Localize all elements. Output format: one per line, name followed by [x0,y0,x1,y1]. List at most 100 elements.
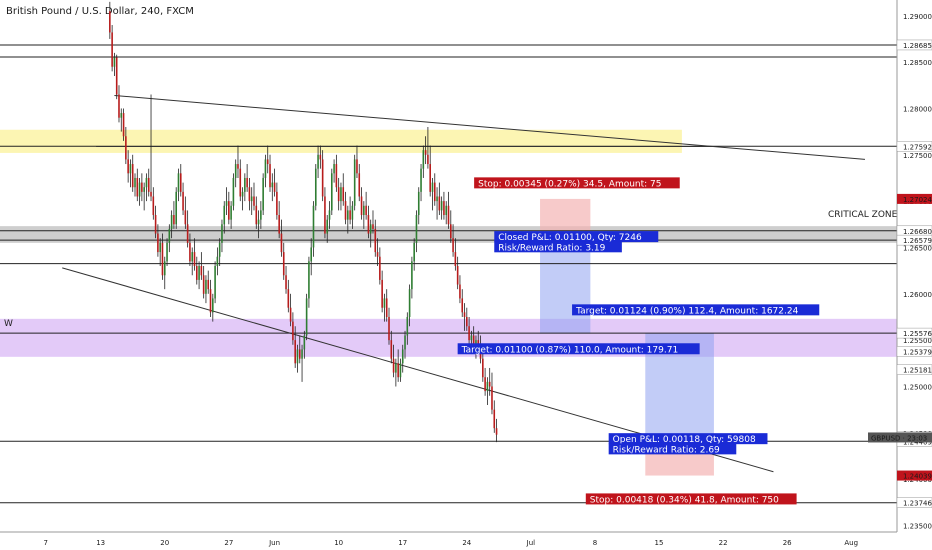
candle-body [289,307,292,322]
candle-body [202,275,205,294]
candle-body [122,113,125,137]
candle-body [321,159,324,197]
candle-body [445,205,448,216]
candle-body [166,242,168,262]
x-tick-label: 17 [398,539,407,547]
candle-body [257,219,260,225]
candle-body [353,159,356,206]
y-tick-label: 1.25500 [903,337,932,345]
candle-body [170,215,173,229]
price-level-badge [896,234,932,246]
zone-label: CRITICAL ZONE [828,210,898,220]
candle-body [493,409,496,429]
candle-body [225,201,228,206]
annotation-box [585,493,797,505]
candle-body [433,182,436,202]
candle-body [319,154,322,160]
candle-body [118,94,120,118]
candle-body [157,233,159,253]
trendline [114,94,866,160]
candle-body [324,196,326,234]
price-level-label: 1.27024 [903,196,932,204]
candle-body [415,215,418,243]
x-tick-label: 7 [44,539,48,547]
y-tick-label: 1.25000 [903,383,932,391]
price-level-badge [897,193,932,204]
candle-body [301,349,303,359]
candle-body [230,205,232,220]
candle-body [344,201,347,220]
candle-body [237,164,239,169]
candle-body [214,266,216,299]
candle-body [454,252,457,266]
candle-body [161,242,164,276]
candle-body [422,150,425,169]
annotation-label: Risk/Reward Ratio: 2.69 [613,445,720,455]
annotation-box [494,241,622,253]
candle-body [312,205,315,248]
annotation-box [608,433,768,445]
candle-body [177,173,180,192]
price-level-label: 1.26680 [903,228,932,236]
candle-body [379,256,381,280]
candle-body [115,57,118,95]
candle-body [221,224,223,243]
candle-body [408,289,411,317]
candle-body [431,182,434,192]
price-level-label: 1.26579 [903,237,932,245]
candle-body [449,224,452,239]
candle-body [154,215,157,234]
candle-body [429,164,431,192]
candle-body [131,164,134,188]
zone-label: W [4,319,13,329]
candle-body [347,210,349,220]
candle-body [276,191,278,216]
candle-body [173,215,175,225]
annotation-box [474,177,680,189]
x-tick-label: Aug [844,539,858,547]
candle-body [337,187,340,202]
candle-body [303,335,306,350]
candle-body [143,187,145,192]
candle-body [440,201,443,211]
candle-body [447,205,450,225]
candle-body [358,173,361,197]
candle-body [395,363,397,373]
candle-body [239,168,242,197]
candle-body [317,154,319,169]
candle-body [488,381,491,387]
candle-body [470,335,473,341]
candle-body [397,363,399,378]
candle-body [417,191,420,216]
candle-body [461,298,464,313]
candle-body [443,201,445,216]
candle-body [125,136,127,160]
candle-body [147,177,150,192]
candle-body [427,154,429,165]
candle-body [209,289,212,313]
candle-body [184,210,187,225]
current-price-badge [868,432,932,443]
x-tick-label: 10 [334,539,343,547]
candle-body [392,358,395,373]
price-level-badge [896,327,932,339]
candle-body [218,242,221,257]
candle-body [129,164,132,174]
candle-body [246,177,248,188]
x-tick-label: Jun [268,539,280,547]
candle-body [285,275,287,290]
candle-body [163,261,166,276]
candle-body [399,363,402,378]
candle-body [168,228,171,243]
candle-body [305,298,308,336]
candle-body [424,150,427,155]
candle-body [326,219,329,234]
candle-body [193,252,196,266]
candle-body [459,284,461,299]
candle-body [335,164,338,188]
candle-body [401,349,404,364]
candle-body [134,177,136,188]
annotation-label: Open P&L: 0.00118, Qty: 59808 [613,435,756,445]
candle-body [223,205,226,225]
